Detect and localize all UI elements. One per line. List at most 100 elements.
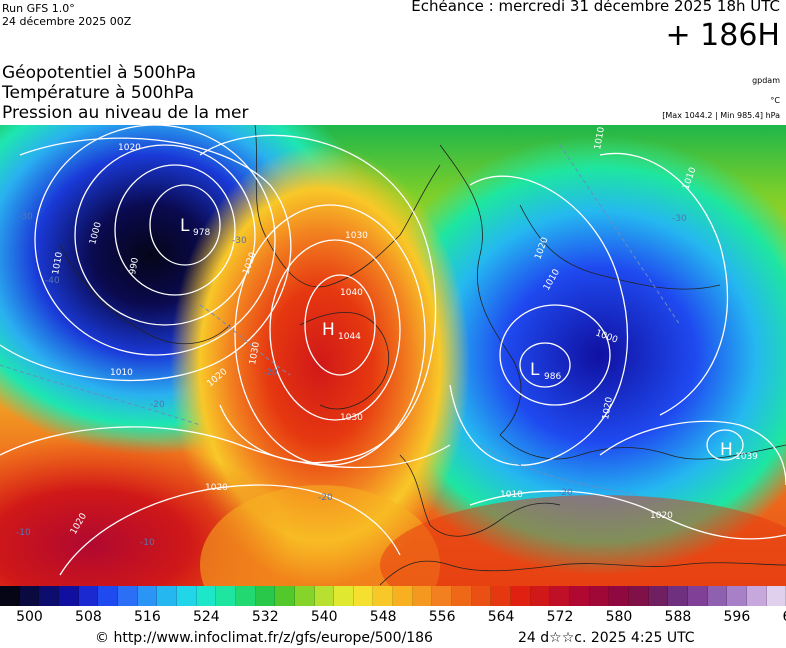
scale-color-cell xyxy=(491,586,512,606)
low-center-atlantic-value: 978 xyxy=(193,228,210,238)
scale-color-cell xyxy=(117,586,138,606)
temp-label: -20 xyxy=(318,493,333,503)
cold-trough-europe xyxy=(360,135,786,575)
temp-label: -20 xyxy=(263,368,278,378)
copyright-url: © http://www.infoclimat.fr/z/gfs/europe/… xyxy=(95,630,433,646)
scale-color-cell xyxy=(629,586,649,606)
scale-color-cell xyxy=(78,586,99,606)
low-center-atlantic: L xyxy=(180,216,190,236)
scale-tick-label: 540 xyxy=(310,609,338,625)
scale-color-cell xyxy=(0,586,20,606)
temp-label: -40 xyxy=(45,276,60,286)
isobar-label: 1020 xyxy=(601,396,615,421)
isobar-label: 1010 xyxy=(500,490,523,500)
scale-color-cell xyxy=(648,586,669,606)
weather-map: L 978 H 1044 L 986 H 1039 1020 1010 1000… xyxy=(0,125,786,586)
isobar-label: 1030 xyxy=(345,231,368,241)
isobar-label: 1010 xyxy=(51,251,65,276)
scale-tick-label: 596 xyxy=(723,609,751,625)
map-svg: L 978 H 1044 L 986 H 1039 1020 1010 1000… xyxy=(0,125,786,586)
high-center-atlantic: H xyxy=(322,320,335,340)
isobar-label: 1030 xyxy=(248,341,262,366)
scale-color-cell xyxy=(727,586,747,606)
scale-color-cell xyxy=(766,586,786,606)
scale-color-cell xyxy=(668,586,688,606)
scale-color-cell xyxy=(176,586,197,606)
scale-color-cell xyxy=(39,586,59,606)
scale-color-cell xyxy=(235,586,256,606)
scale-tick-label: 572 xyxy=(546,609,574,625)
scale-color-cell xyxy=(373,586,394,606)
scale-color-cell xyxy=(58,586,79,606)
color-scale-labels: 500 508 516 524 532 540 548 556 564 572 580 588 596 6… xyxy=(0,609,786,627)
low-center-europe-value: 986 xyxy=(544,372,561,382)
isobar-label: 1010 xyxy=(110,368,133,378)
color-scale-bar xyxy=(0,586,786,606)
warm-patch-south xyxy=(200,485,440,586)
temp-label: -10 xyxy=(16,528,31,538)
scale-color-cell xyxy=(157,586,177,606)
unit-geopotential: gpdam xyxy=(752,76,780,85)
scale-color-cell xyxy=(275,586,295,606)
temp-label: -30 xyxy=(672,214,687,224)
isobar-label: 1010 xyxy=(593,126,607,151)
title-geopotential: Géopotentiel à 500hPa xyxy=(2,63,197,83)
scale-color-cell xyxy=(511,586,531,606)
scale-color-cell xyxy=(707,586,728,606)
pressure-centers: L 978 H 1044 L 986 H 1039 xyxy=(180,216,758,462)
isobar-label: 1020 xyxy=(650,511,673,521)
scale-color-cell xyxy=(98,586,118,606)
run-label: Run GFS 1.0° xyxy=(2,2,75,15)
ridge-center xyxy=(170,145,470,585)
scale-color-cell xyxy=(471,586,492,606)
isobar-label: 1020 xyxy=(205,483,228,493)
scale-color-cell xyxy=(314,586,335,606)
temp-label: -30 xyxy=(18,212,33,222)
scale-color-cell xyxy=(412,586,433,606)
low-center-europe: L xyxy=(530,360,540,380)
title-pressure: Pression au niveau de la mer xyxy=(2,103,249,123)
high-center-atlantic-value: 1044 xyxy=(338,332,361,342)
temp-label: -30 xyxy=(232,236,247,246)
coastlines xyxy=(59,125,786,586)
isobars xyxy=(0,125,786,576)
temp-label: -10 xyxy=(140,538,155,548)
scale-color-cell xyxy=(216,586,236,606)
scale-tick-label: 604 xyxy=(782,609,786,625)
title-temperature: Température à 500hPa xyxy=(2,83,195,103)
warm-north-africa xyxy=(380,495,786,586)
scale-tick-label: 548 xyxy=(369,609,397,625)
high-center-east: H xyxy=(720,440,733,460)
render-timestamp: 24 d☆☆c. 2025 4:25 UTC xyxy=(518,630,695,646)
scale-color-cell xyxy=(353,586,374,606)
scale-color-cell xyxy=(432,586,453,606)
scale-color-cell xyxy=(746,586,767,606)
valid-time: Echéance : mercredi 31 décembre 2025 18h… xyxy=(411,0,780,15)
scale-color-cell xyxy=(19,586,40,606)
scale-tick-label: 556 xyxy=(428,609,456,625)
scale-tick-label: 564 xyxy=(487,609,515,625)
scale-color-cell xyxy=(196,586,217,606)
scale-tick-label: 532 xyxy=(251,609,279,625)
lead-time: + 186H xyxy=(665,18,781,53)
isobar-label: 1030 xyxy=(340,413,363,423)
isobar-label: 1020 xyxy=(118,143,141,153)
temp-label: -20 xyxy=(150,400,165,410)
temp-label: -20 xyxy=(558,488,573,498)
scale-tick-label: 500 xyxy=(16,609,43,625)
scale-color-cell xyxy=(550,586,571,606)
scale-color-cell xyxy=(452,586,472,606)
scale-color-cell xyxy=(137,586,158,606)
scale-tick-label: 588 xyxy=(664,609,692,625)
high-center-east-value: 1039 xyxy=(735,452,758,462)
scale-color-cell xyxy=(687,586,708,606)
pressure-range: [Max 1044.2 | Min 985.4] hPa xyxy=(662,111,780,120)
scale-color-cell xyxy=(570,586,590,606)
unit-temperature: °C xyxy=(770,96,780,105)
isobar-label: 1040 xyxy=(340,288,363,298)
run-date: 24 décembre 2025 00Z xyxy=(2,15,132,28)
scale-color-cell xyxy=(530,586,551,606)
scale-tick-label: 580 xyxy=(605,609,633,625)
scale-color-cell xyxy=(294,586,315,606)
scale-tick-label: 524 xyxy=(192,609,220,625)
